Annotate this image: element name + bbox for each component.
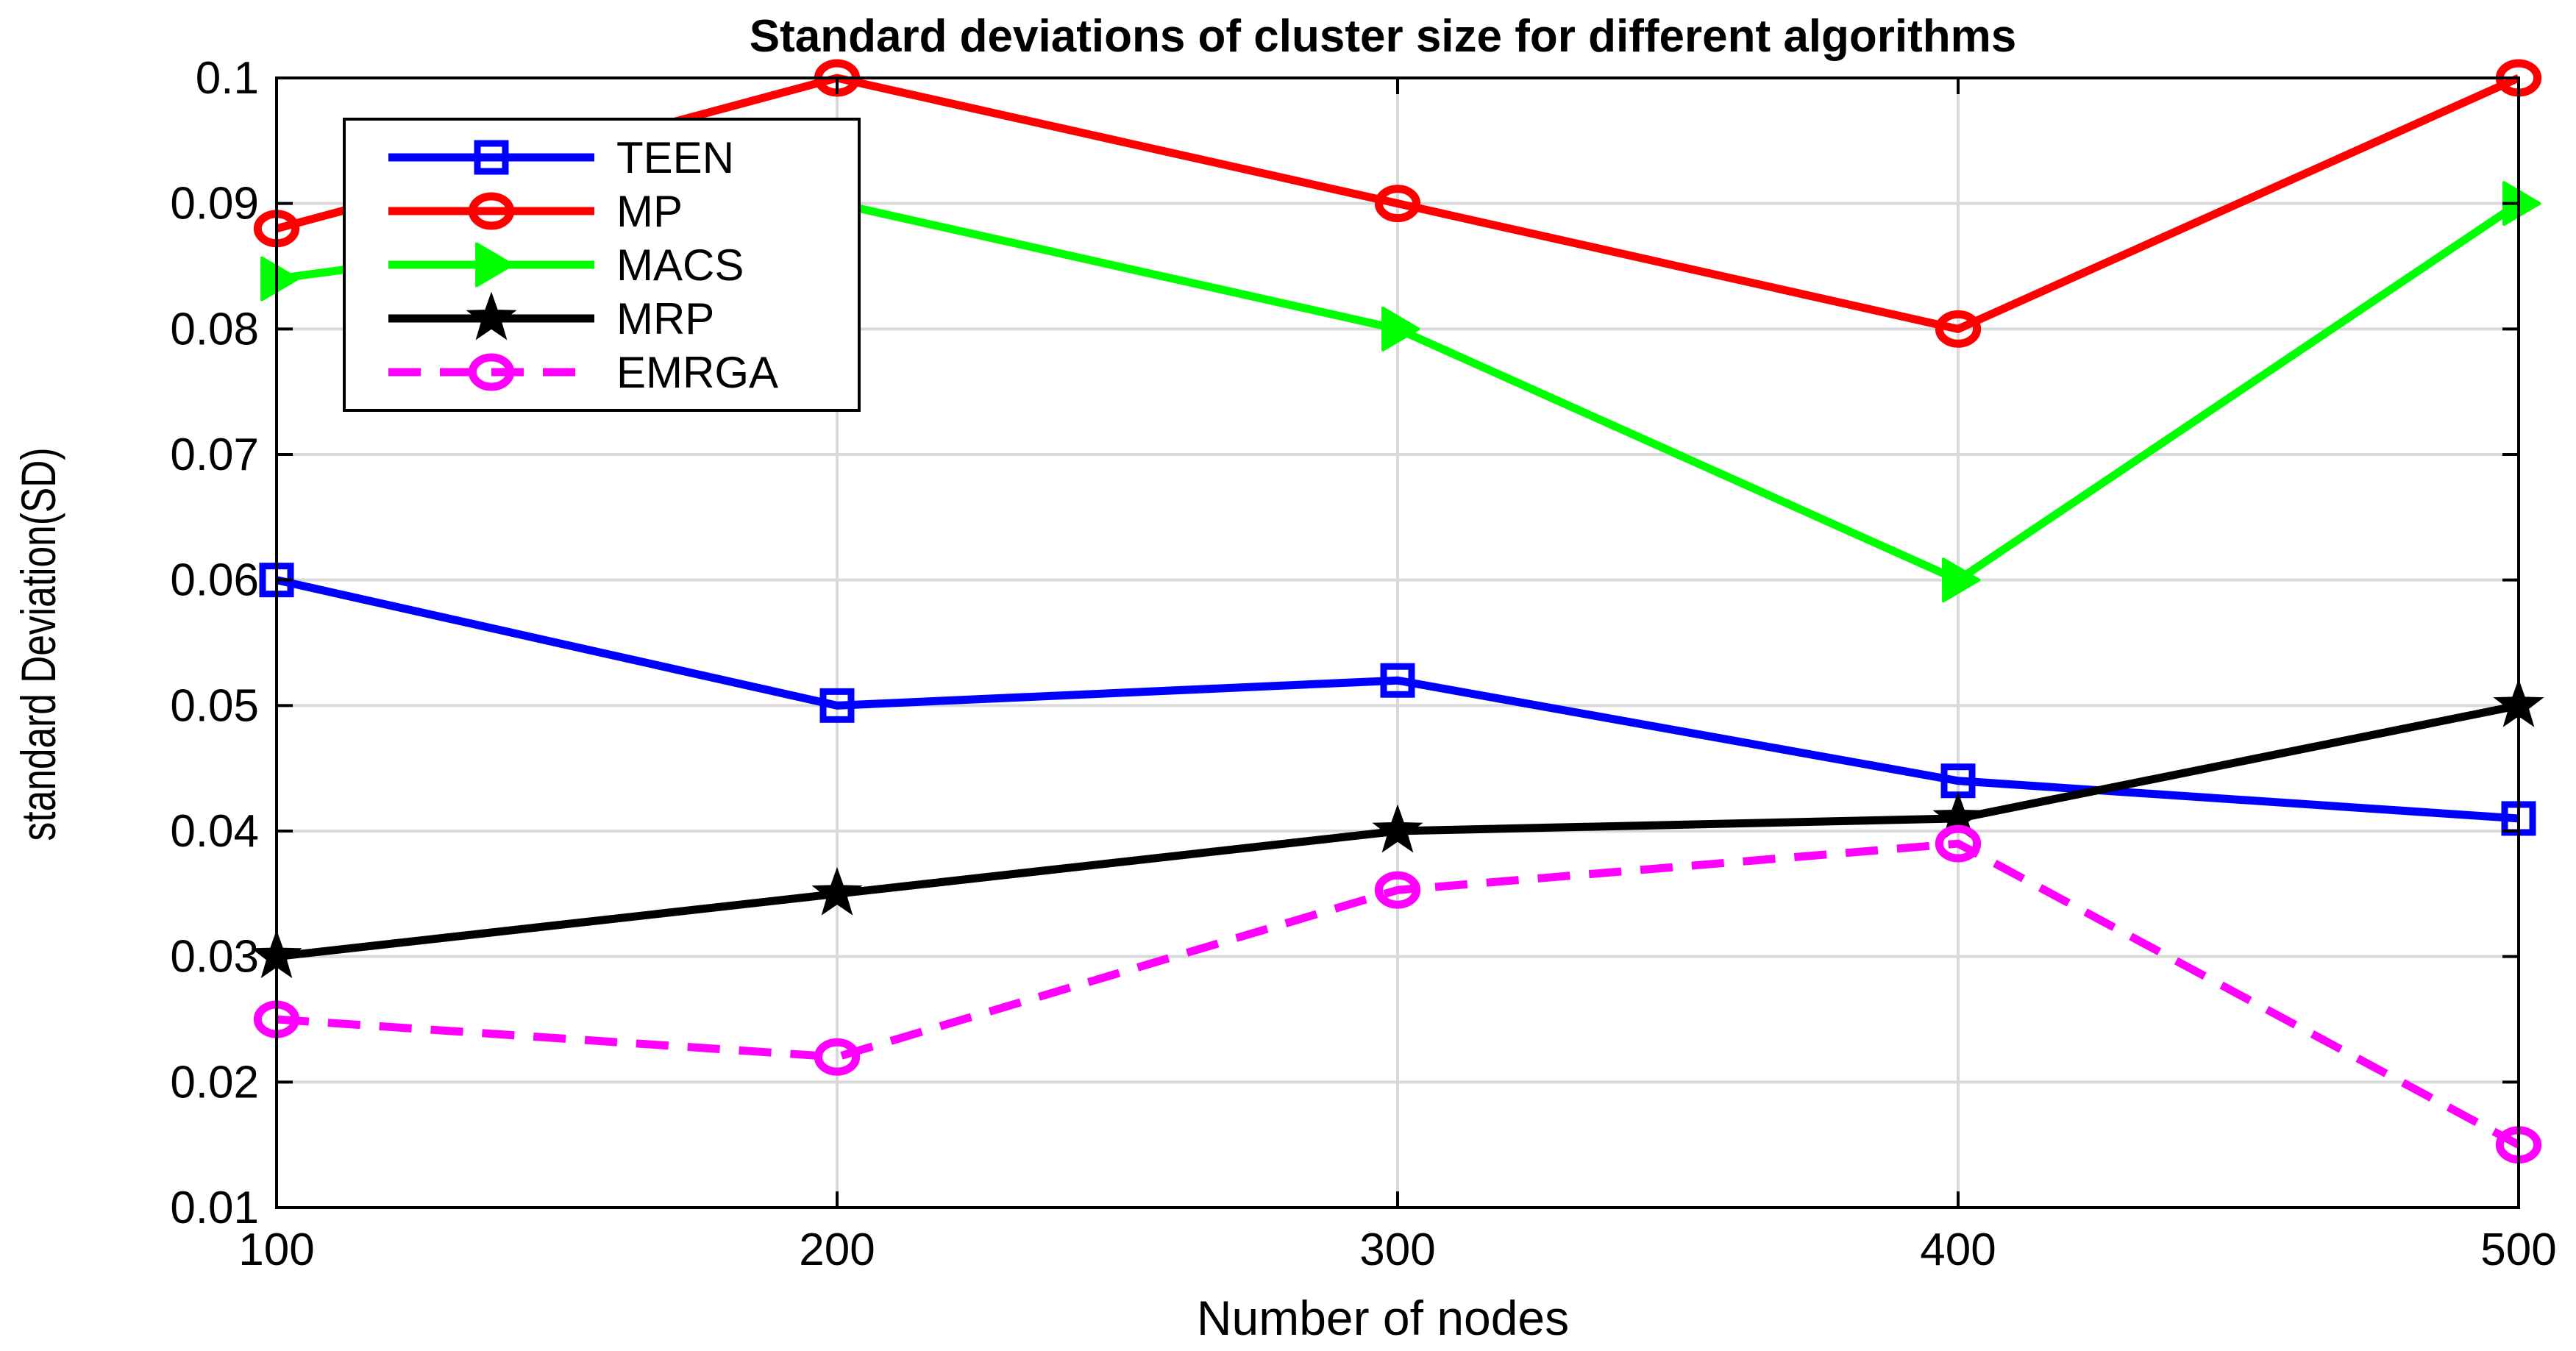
chart-title: Standard deviations of cluster size for … <box>750 11 2017 62</box>
data-point-macs <box>1381 306 1420 352</box>
legend-label: MRP <box>616 294 714 343</box>
y-tick-label: 0.03 <box>170 932 259 983</box>
legend-marker <box>468 192 515 230</box>
y-tick-label: 0.06 <box>170 555 259 606</box>
legend-label: TEEN <box>616 133 734 182</box>
x-tick-label: 200 <box>799 1225 875 1275</box>
axis-ticks: 100 200 300 400 500 0.01 0.02 0.03 0.04 0.05 0.06 0… <box>170 53 2556 1275</box>
y-tick-label: 0.07 <box>170 429 259 480</box>
data-point-macs <box>1942 557 1981 603</box>
y-tick-label: 0.08 <box>170 304 259 354</box>
x-tick-label: 300 <box>1359 1225 1435 1275</box>
legend-item-mrp: MRP <box>388 291 714 343</box>
legend-marker <box>474 140 509 175</box>
y-tick-label: 0.1 <box>196 53 259 104</box>
data-point-teen <box>1940 763 1976 799</box>
data-point-mrp <box>811 866 863 916</box>
x-tick-label: 400 <box>1920 1225 1996 1275</box>
legend-label: MP <box>616 187 683 236</box>
y-tick-label: 0.05 <box>170 680 259 731</box>
data-point-emrga <box>1374 871 1421 909</box>
legend-marker <box>468 353 515 391</box>
y-tick-label: 0.09 <box>170 179 259 229</box>
legend-label: MACS <box>616 240 744 290</box>
data-point-mp <box>1935 310 1982 348</box>
x-tick-label: 500 <box>2480 1225 2556 1275</box>
series-line-emrga <box>276 839 2521 1149</box>
y-tick-label: 0.01 <box>170 1183 259 1233</box>
x-tick-label: 100 <box>238 1225 314 1275</box>
series-line-teen <box>275 576 2519 823</box>
data-point-teen <box>819 688 855 723</box>
legend-label: EMRGA <box>616 348 778 397</box>
y-axis-label: standard Deviation(SD) <box>11 448 66 841</box>
legend-item-mp: MP <box>388 187 683 236</box>
legend-item-macs: MACS <box>388 240 744 290</box>
y-tick-label: 0.02 <box>170 1057 259 1108</box>
legend-marker <box>466 291 517 341</box>
data-point-teen <box>1380 663 1415 698</box>
data-point-emrga <box>1935 824 1982 863</box>
legend-marker <box>475 242 514 288</box>
data-point-mrp <box>1372 804 1423 853</box>
y-tick-label: 0.04 <box>170 806 259 857</box>
legend-item-teen: TEEN <box>388 133 734 182</box>
data-point-emrga <box>814 1038 861 1076</box>
data-point-macs <box>260 256 299 302</box>
data-point-mp <box>1374 185 1421 223</box>
legend-item-emrga: EMRGA <box>388 348 778 397</box>
x-axis-label: Number of nodes <box>1197 1291 1569 1345</box>
